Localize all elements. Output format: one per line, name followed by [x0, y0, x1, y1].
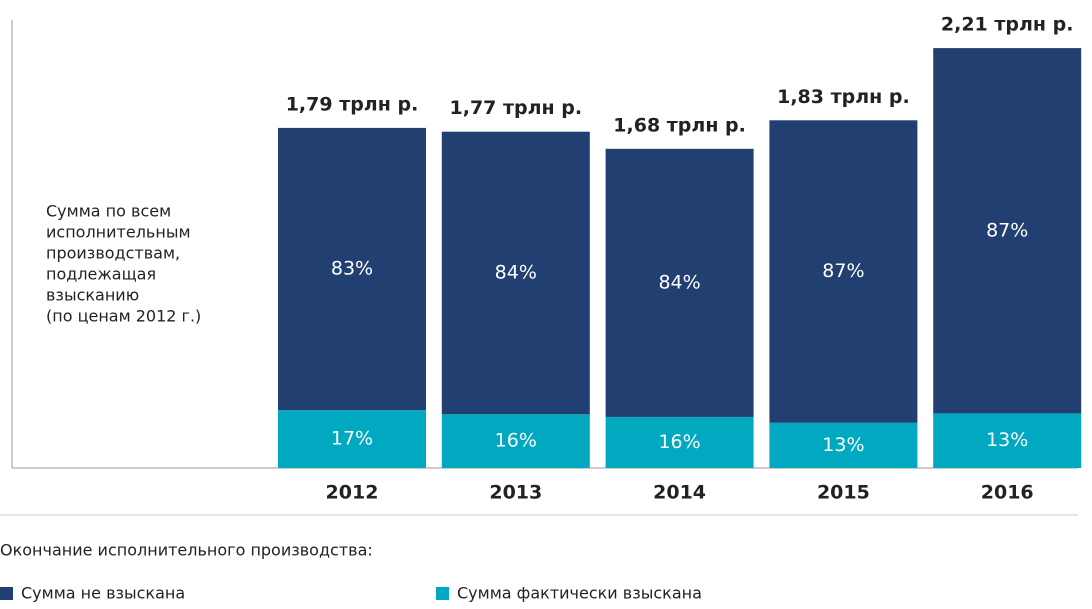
total-label: 1,83 трлн р.	[777, 86, 910, 108]
bar-segment	[441, 414, 590, 468]
bar-segment	[278, 127, 426, 411]
bar-segment	[933, 413, 1082, 468]
bar-segment	[441, 131, 590, 415]
x-tick-label: 2013	[489, 482, 542, 504]
x-tick-label: 2014	[653, 482, 706, 504]
bar-segment	[605, 416, 754, 468]
legend-label: Сумма фактически взыскана	[457, 584, 702, 603]
bar-segment	[278, 410, 426, 468]
segment-label: 83%	[331, 258, 373, 280]
bar-segment	[605, 148, 754, 417]
segment-label: 16%	[495, 430, 537, 452]
legend-title: Окончание исполнительного производства:	[0, 541, 373, 560]
annotation: (по ценам 2012 г.)	[46, 307, 201, 326]
annotation: исполнительным	[46, 223, 191, 242]
segment-label: 87%	[986, 219, 1028, 241]
annotation: взысканию	[46, 286, 139, 305]
segment-label: 84%	[495, 261, 537, 283]
total-label: 1,77 трлн р.	[450, 97, 583, 119]
segment-label: 13%	[822, 434, 864, 456]
segment-label: 17%	[331, 428, 373, 450]
annotation: производствам,	[46, 244, 180, 263]
bar-segment	[769, 120, 918, 423]
annotation: Сумма по всем	[46, 202, 171, 221]
legend-swatch	[436, 587, 449, 600]
total-label: 1,68 трлн р.	[613, 114, 746, 136]
legend-swatch	[0, 587, 13, 600]
total-label: 1,79 трлн р.	[286, 93, 419, 115]
segment-label: 13%	[986, 429, 1028, 451]
annotation: подлежащая	[46, 265, 156, 284]
segment-label: 84%	[658, 271, 700, 293]
bar-segment	[769, 422, 918, 468]
x-tick-label: 2016	[981, 482, 1034, 504]
x-tick-label: 2012	[326, 482, 379, 504]
x-tick-label: 2015	[817, 482, 870, 504]
segment-label: 16%	[658, 431, 700, 453]
bar-segment	[933, 48, 1082, 414]
segment-label: 87%	[822, 260, 864, 282]
legend-label: Сумма не взыскана	[21, 584, 185, 603]
total-label: 2,21 трлн р.	[941, 14, 1074, 36]
